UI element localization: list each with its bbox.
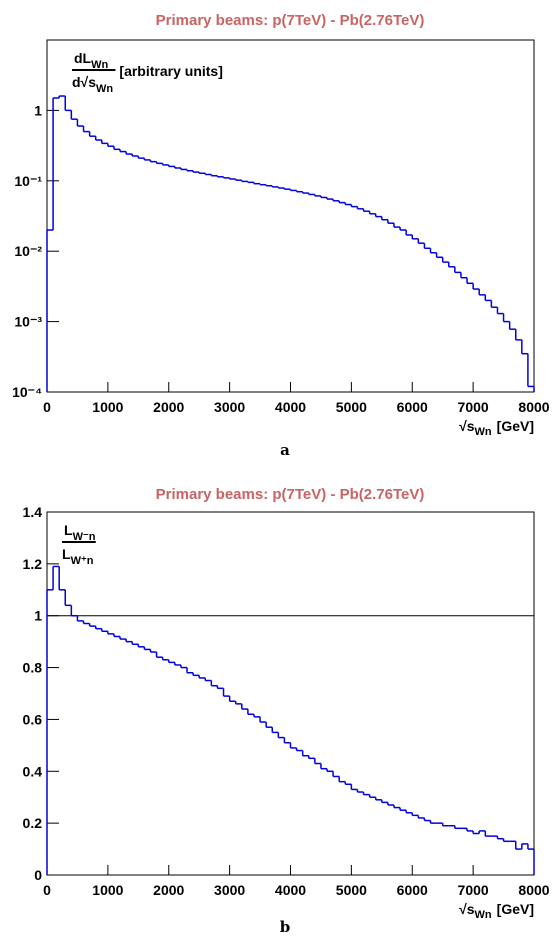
y-tick-label: 0.6 xyxy=(23,711,43,727)
x-tick-label: 1000 xyxy=(92,882,123,898)
ylabel-sub: Wn xyxy=(96,83,113,95)
y-tick-label: 1.2 xyxy=(23,556,43,572)
ylabel-numerator: dLWn xyxy=(74,50,108,71)
x-tick-label: 6000 xyxy=(397,882,428,898)
y-tick-label: 10⁻³ xyxy=(14,314,42,330)
ylabel-sub: W⁺n xyxy=(71,555,94,567)
y-tick-label: 0.8 xyxy=(23,660,43,676)
xlabel-text: √s xyxy=(459,418,475,434)
y-tick-label: 0 xyxy=(34,867,42,883)
caption: a xyxy=(280,441,290,459)
y-tick-label: 10⁻² xyxy=(14,243,42,259)
chart: Primary beams: p(7TeV) - Pb(2.76TeV) 0 0.2… xyxy=(23,486,550,936)
ylabel-rest: [arbitrary units] xyxy=(119,63,222,79)
y-tick-label: 10⁻⁴ xyxy=(12,384,42,400)
ylabel-denominator: LW⁺n xyxy=(62,546,94,567)
ylabel-sub: W⁻n xyxy=(73,531,96,543)
xlabel-rest: [GeV] xyxy=(497,901,534,917)
y-tick-label: 10⁻¹ xyxy=(14,173,42,189)
x-tick-label: 2000 xyxy=(153,882,184,898)
x-axis-label: √sWn [GeV] xyxy=(459,418,534,438)
xlabel-text: √s xyxy=(459,901,475,917)
x-tick-label: 3000 xyxy=(214,882,245,898)
ylabel-text: L xyxy=(62,546,71,562)
y-tick-label: 1 xyxy=(34,102,42,118)
y-tick-label: 0.4 xyxy=(23,763,43,779)
y-tick-label: 1.4 xyxy=(23,504,43,520)
x-tick-label: 4000 xyxy=(275,882,306,898)
ylabel-denominator: d√sWn xyxy=(72,74,113,95)
x-tick-label: 4000 xyxy=(275,399,306,415)
x-tick-label: 3000 xyxy=(214,399,245,415)
x-tick-label: 8000 xyxy=(518,399,549,415)
caption: b xyxy=(280,918,291,936)
x-tick-label: 5000 xyxy=(336,882,367,898)
ylabel-text: dL xyxy=(74,50,92,66)
ylabel-text: d√s xyxy=(72,74,96,90)
xlabel-sub: Wn xyxy=(475,426,492,438)
ylabel-numerator: LW⁻n xyxy=(64,522,96,543)
x-tick-label: 0 xyxy=(43,399,51,415)
y-tick-label: 0.2 xyxy=(23,815,43,831)
ylabel-sub: Wn xyxy=(91,59,108,71)
xlabel-rest: [GeV] xyxy=(497,418,534,434)
chart: Primary beams: p(7TeV) - Pb(2.76TeV) 10⁻⁴… xyxy=(12,12,550,459)
plot-frame xyxy=(46,39,535,393)
x-tick-label: 8000 xyxy=(518,882,549,898)
x-tick-label: 2000 xyxy=(153,399,184,415)
x-tick-label: 6000 xyxy=(397,399,428,415)
x-tick-label: 7000 xyxy=(458,882,489,898)
chart-title: Primary beams: p(7TeV) - Pb(2.76TeV) xyxy=(156,486,425,503)
x-tick-label: 5000 xyxy=(336,399,367,415)
chart-title: Primary beams: p(7TeV) - Pb(2.76TeV) xyxy=(156,12,425,29)
x-axis-label: √sWn [GeV] xyxy=(459,901,534,921)
x-tick-label: 0 xyxy=(43,882,51,898)
x-tick-label: 7000 xyxy=(458,399,489,415)
plot-frame xyxy=(46,511,535,876)
ylabel-text: L xyxy=(64,522,73,538)
x-tick-label: 1000 xyxy=(92,399,123,415)
y-tick-label: 1 xyxy=(34,608,42,624)
xlabel-sub: Wn xyxy=(475,909,492,921)
